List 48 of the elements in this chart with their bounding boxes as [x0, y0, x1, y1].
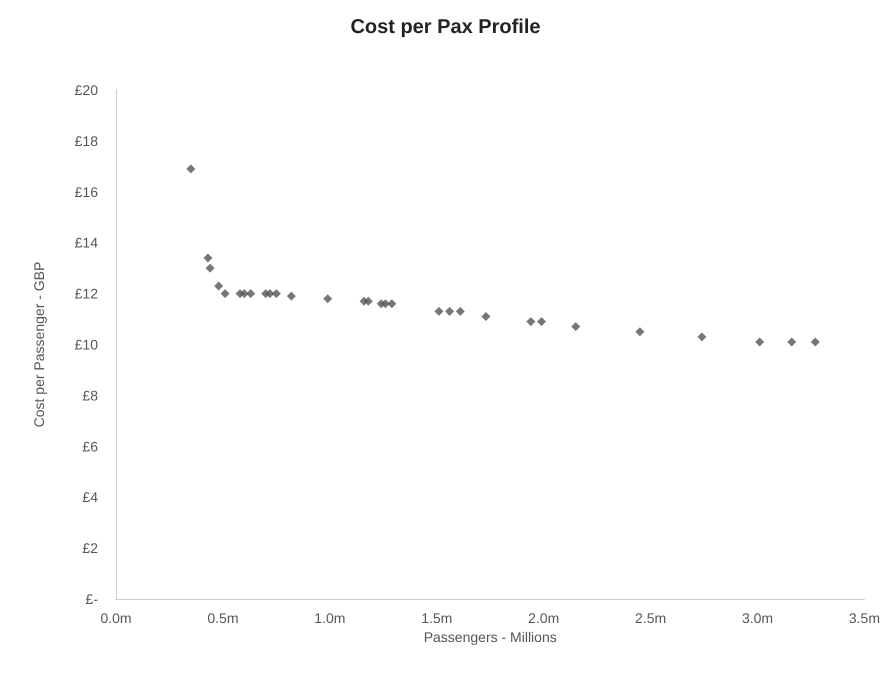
- point: [323, 294, 332, 304]
- point: [265, 289, 274, 298]
- y-tick-label: £10: [74, 336, 98, 352]
- y-tick-label: £16: [74, 184, 98, 200]
- point: [286, 292, 296, 301]
- point: [220, 289, 230, 298]
- point: [697, 332, 706, 342]
- y-tick-label: £18: [74, 132, 98, 149]
- y-tick-label: £12: [74, 286, 98, 302]
- point: [526, 317, 536, 326]
- x-tick-label: 0.0m: [100, 610, 132, 626]
- point: [434, 306, 444, 316]
- point: [787, 337, 796, 346]
- x-tick-label: 2.5m: [635, 610, 666, 626]
- point: [445, 306, 454, 316]
- y-axis-title: Cost per Passenger - GBP: [31, 262, 47, 428]
- point: [206, 264, 215, 273]
- y-tick-label: £14: [74, 234, 98, 251]
- point: [214, 281, 224, 290]
- y-tick-label: £4: [82, 489, 98, 506]
- x-tick-label: 1.5m: [421, 610, 452, 626]
- point: [240, 289, 249, 298]
- x-tick-label: 3.5m: [848, 610, 880, 626]
- x-tick-label: 3.0m: [742, 610, 774, 626]
- chart-title: Cost per Pax Profile: [350, 16, 541, 38]
- x-tick-label: 1.0m: [314, 610, 346, 626]
- point: [571, 322, 580, 332]
- point: [186, 164, 196, 174]
- point: [810, 337, 820, 346]
- point: [755, 337, 764, 346]
- y-tick-label: £20: [74, 82, 98, 98]
- point: [203, 253, 212, 262]
- x-tick-label: 0.5m: [207, 610, 238, 626]
- point: [481, 312, 490, 322]
- y-tick-label: £6: [82, 438, 98, 454]
- y-tick-label: £8: [82, 387, 98, 404]
- x-axis-title: Passengers - Millions: [424, 628, 557, 645]
- point: [456, 306, 465, 316]
- point: [380, 299, 390, 308]
- y-tick-label: £-: [86, 591, 98, 607]
- x-tick-label: 2.0m: [528, 610, 560, 626]
- point: [635, 327, 644, 336]
- point: [272, 289, 281, 298]
- point: [364, 296, 373, 306]
- point: [537, 317, 546, 326]
- point: [246, 289, 256, 298]
- point: [387, 299, 396, 308]
- y-tick-label: £2: [82, 540, 98, 556]
